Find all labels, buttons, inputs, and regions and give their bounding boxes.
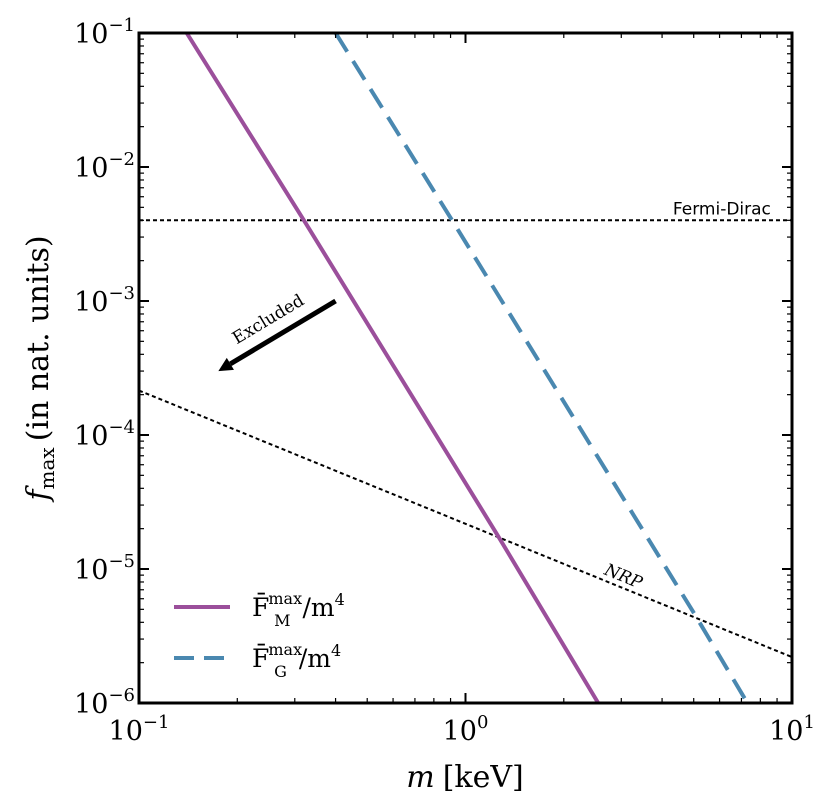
legend-label-magenta: F̄max M/m4 [252,589,345,630]
y-tick-label: 10−1 [74,15,135,50]
legend-label-blue: F̄max G/m4 [252,640,341,681]
ticks-layer: 10−1 100 101 10−1 10−2 10−3 10−4 10−5 10−6 [74,15,815,747]
fermi-dirac-label: Fermi-Dirac [673,199,771,219]
excluded-arrow-shaft [229,298,337,367]
y-tick-label: 10−3 [74,283,135,318]
legend: F̄max M/m4 F̄max G/m4 [174,589,345,681]
y-axis-label: fmax(in nat. units) [21,235,59,502]
excluded-arrowhead-icon [218,357,234,372]
x-tick-label: 101 [769,712,815,747]
series-layer [139,33,792,703]
nrp-label: NRP [600,560,645,594]
y-tick-label: 10−4 [74,417,135,452]
y-tick-label: 10−6 [74,685,135,720]
plot-frame [137,31,794,705]
x-tick-label: 100 [443,712,489,747]
series-line-magenta [185,33,600,703]
reference-line-nrp [139,389,792,659]
series-line-blue [333,33,750,703]
y-tick-label: 10−2 [74,149,135,184]
x-tick-label: 10−1 [109,712,170,747]
y-tick-label: 10−5 [74,551,135,586]
x-axis-label: m [keV] [406,760,523,795]
